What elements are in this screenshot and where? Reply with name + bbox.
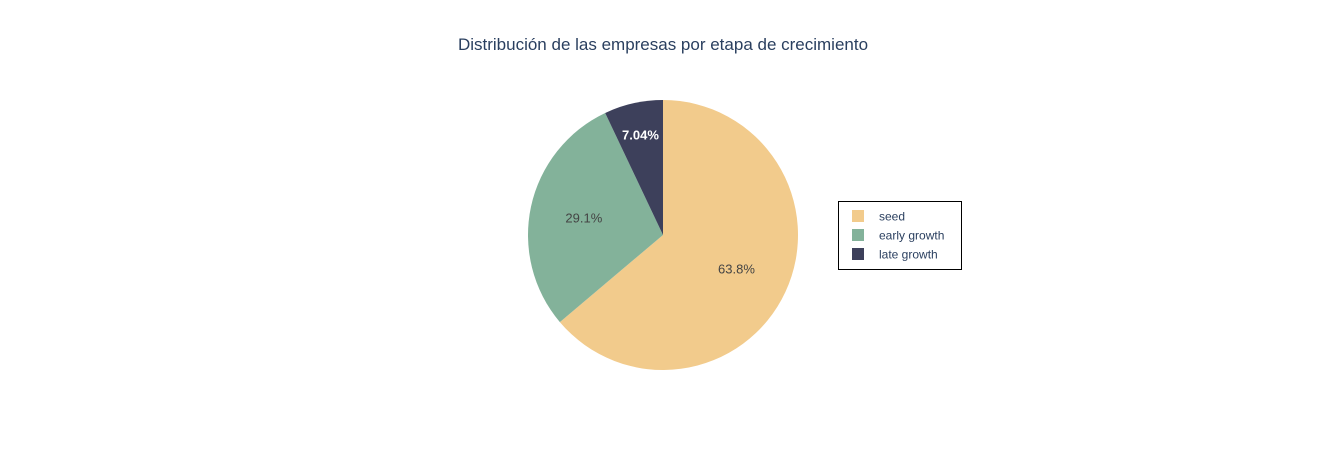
chart-title: Distribución de las empresas por etapa d… [458,35,868,54]
pie-slice-early-growth[interactable] [528,113,663,323]
legend-label[interactable]: late growth [879,248,938,262]
pie-slice-late-growth[interactable] [605,100,663,235]
legend-swatch[interactable] [852,210,864,222]
pie-slice-labels: 63.8% 29.1% 7.04% [565,127,755,276]
legend-items: seed early growth late growth [852,210,944,262]
legend-label[interactable]: seed [879,210,905,224]
pie-slices [528,99,799,371]
legend-swatch[interactable] [852,248,864,260]
pie-slice-label: 29.1% [565,210,602,225]
pie-slice-label: 7.04% [622,127,659,142]
pie-slice-seed[interactable] [559,99,799,371]
legend-label[interactable]: early growth [879,229,944,243]
pie-slice-label: 63.8% [718,262,755,277]
legend: seed early growth late growth [838,201,962,270]
legend-swatch[interactable] [852,229,864,241]
